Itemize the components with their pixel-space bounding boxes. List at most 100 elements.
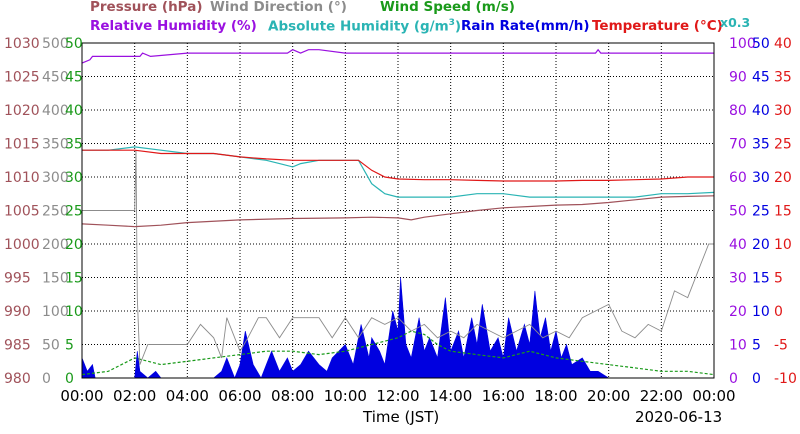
y-tick-label-wind-speed: 5	[65, 338, 74, 354]
y-tick-label-relative-humidity: 30	[729, 271, 747, 287]
y-tick-label-wind-speed: 40	[65, 103, 83, 119]
date-label: 2020-06-13	[635, 408, 723, 426]
x-axis-label: Time (JST)	[363, 408, 440, 426]
series-wind-direction	[82, 150, 714, 365]
x-tick-label: 02:00	[113, 387, 156, 405]
y-tick-label-temperature: 25	[774, 137, 792, 153]
y-tick-label-wind-direction: 0	[42, 371, 51, 387]
y-tick-label-wind-speed: 10	[65, 304, 83, 320]
y-tick-label-wind-direction: 350	[42, 137, 69, 153]
y-tick-label-rain-rate: 50	[752, 36, 770, 52]
x-tick-label: 08:00	[271, 387, 314, 405]
legend-absolute-humidity-sup: 3	[448, 18, 455, 28]
y-tick-label-temperature: 40	[774, 36, 792, 52]
y-tick-label-rain-rate: 40	[752, 103, 770, 119]
plot-frame	[81, 42, 715, 379]
y-tick-label-pressure: 985	[4, 338, 31, 354]
x-tick-label: 10:00	[324, 387, 367, 405]
y-tick-label-relative-humidity: 10	[729, 338, 747, 354]
x-tick-label: 16:00	[482, 387, 525, 405]
legend-relative-humidity: Relative Humidity (%)	[90, 18, 257, 34]
y-tick-label-wind-direction: 250	[42, 204, 69, 220]
legend-temperature: Temperature (°C)	[592, 18, 723, 34]
y-tick-label-rain-rate: 45	[752, 70, 770, 86]
y-tick-label-wind-speed: 15	[65, 271, 83, 287]
y-tick-label-relative-humidity: 50	[729, 204, 747, 220]
y-tick-label-temperature: 20	[774, 170, 792, 186]
y-tick-label-wind-direction: 200	[42, 237, 69, 253]
y-tick-label-rain-rate: 20	[752, 237, 770, 253]
y-tick-label-wind-speed: 25	[65, 204, 83, 220]
y-tick-label-pressure: 1000	[4, 237, 40, 253]
y-tick-label-pressure: 1020	[4, 103, 40, 119]
y-tick-label-temperature: 30	[774, 103, 792, 119]
y-tick-label-wind-direction: 150	[42, 271, 69, 287]
y-tick-label-relative-humidity: 70	[729, 137, 747, 153]
y-tick-label-wind-speed: 50	[65, 36, 83, 52]
legend-absolute-humidity-text: Absolute Humidity (g/m	[268, 18, 449, 35]
x-tick-label: 12:00	[376, 387, 419, 405]
y-tick-label-wind-speed: 45	[65, 70, 83, 86]
series-pressure-hpa	[81, 195, 715, 228]
axes-labels: 1030102510201015101010051000995990985980…	[4, 36, 797, 405]
y-tick-label-temperature: 15	[774, 204, 792, 220]
y-tick-label-wind-speed: 20	[65, 237, 83, 253]
y-tick-label-temperature: 5	[774, 271, 783, 287]
series-layer	[81, 48, 715, 379]
y-tick-label-temperature: 0	[774, 304, 783, 320]
x-tick-label: 04:00	[166, 387, 209, 405]
x-tick-label: 06:00	[218, 387, 261, 405]
y-tick-label-temperature: -10	[774, 371, 797, 387]
x-tick-label: 14:00	[429, 387, 472, 405]
y-tick-label-relative-humidity: 80	[729, 103, 747, 119]
y-tick-label-rain-rate: 30	[752, 170, 770, 186]
legend-absolute-humidity: Absolute Humidity (g/m3)	[268, 18, 461, 35]
legend-wind-speed: Wind Speed (m/s)	[380, 0, 515, 15]
y-tick-label-rain-rate: 5	[752, 338, 761, 354]
legend-wind-direction: Wind Direction (°)	[210, 0, 347, 15]
y-tick-label-rain-rate: 25	[752, 204, 770, 220]
y-tick-label-wind-direction: 500	[42, 36, 69, 52]
x-tick-label: 20:00	[587, 387, 630, 405]
y-tick-label-temperature: 35	[774, 70, 792, 86]
y-tick-label-pressure: 995	[4, 271, 31, 287]
y-tick-label-pressure: 1015	[4, 137, 40, 153]
y-tick-label-wind-direction: 450	[42, 70, 69, 86]
x-tick-label: 22:00	[640, 387, 683, 405]
y-tick-label-pressure: 980	[4, 371, 31, 387]
x-tick-label: 00:00	[692, 387, 735, 405]
y-tick-label-rain-rate: 35	[752, 137, 770, 153]
y-tick-label-pressure: 990	[4, 304, 31, 320]
y-tick-label-wind-direction: 300	[42, 170, 69, 186]
y-tick-label-temperature: -5	[774, 338, 788, 354]
y-tick-label-wind-direction: 400	[42, 103, 69, 119]
legend-rain-rate: Rain Rate(mm/h)	[461, 18, 590, 34]
grid	[82, 43, 714, 378]
y-tick-label-rain-rate: 0	[752, 371, 761, 387]
y-tick-label-temperature: 10	[774, 237, 792, 253]
y-tick-label-relative-humidity: 100	[729, 36, 756, 52]
legend-pressure: Pressure (hPa)	[90, 0, 203, 15]
y-tick-label-wind-speed: 30	[65, 170, 83, 186]
y-tick-label-wind-direction: 100	[42, 304, 69, 320]
y-tick-label-relative-humidity: 40	[729, 237, 747, 253]
y-tick-label-pressure: 1025	[4, 70, 40, 86]
y-tick-label-pressure: 1010	[4, 170, 40, 186]
y-tick-label-rain-rate: 15	[752, 271, 770, 287]
x-tick-label: 18:00	[534, 387, 577, 405]
y-tick-label-relative-humidity: 0	[729, 371, 738, 387]
x-tick-label: 00:00	[60, 387, 103, 405]
y-tick-label-relative-humidity: 90	[729, 70, 747, 86]
y-tick-label-wind-speed: 0	[65, 371, 74, 387]
y-tick-label-pressure: 1005	[4, 204, 40, 220]
y-tick-label-relative-humidity: 60	[729, 170, 747, 186]
y-tick-label-pressure: 1030	[4, 36, 40, 52]
y-tick-label-relative-humidity: 20	[729, 304, 747, 320]
y-tick-label-wind-speed: 35	[65, 137, 83, 153]
y-tick-label-wind-direction: 50	[42, 338, 60, 354]
y-tick-label-rain-rate: 10	[752, 304, 770, 320]
legend-absolute-humidity-factor: x0.3	[720, 15, 751, 30]
series-relative-humidity	[81, 48, 714, 64]
series-temperature-c	[82, 149, 714, 182]
